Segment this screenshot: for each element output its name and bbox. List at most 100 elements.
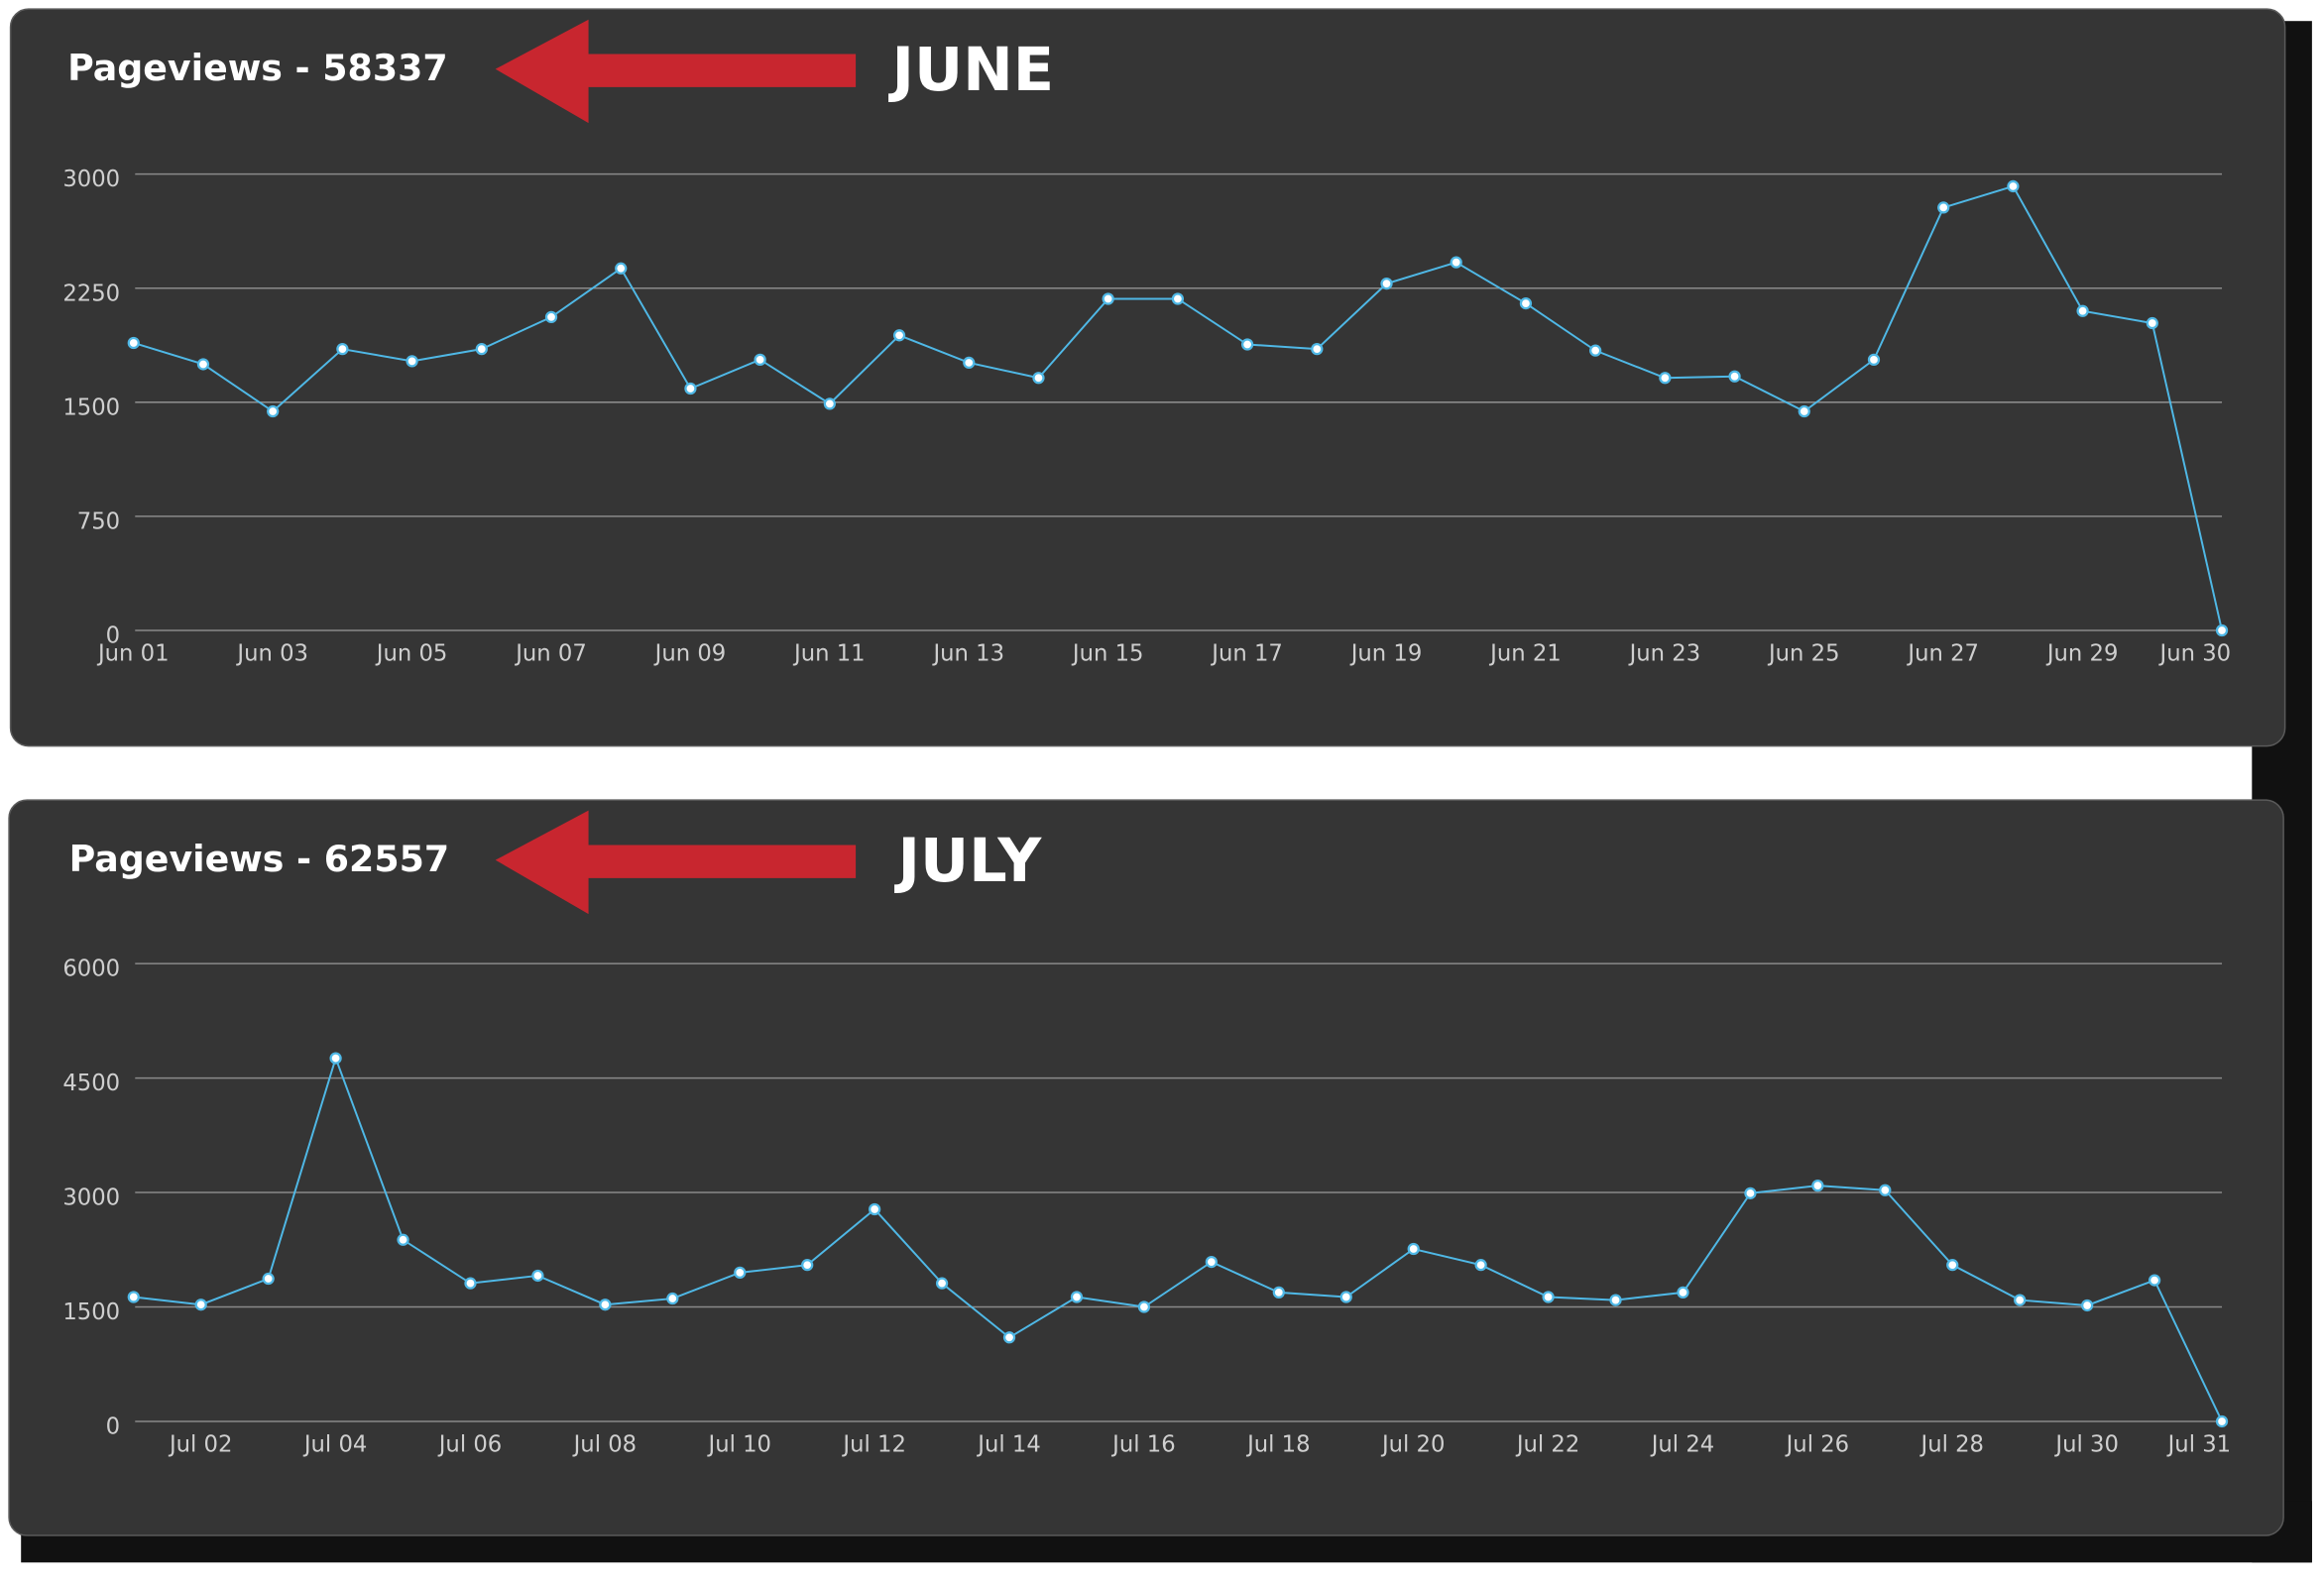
x-tick-label: Jun 17	[1210, 641, 1283, 667]
panel	[8, 799, 2284, 1536]
x-tick-label: Jul 24	[1650, 1432, 1715, 1458]
y-tick-label: 750	[77, 508, 120, 534]
x-tick-label: Jul 14	[976, 1432, 1041, 1458]
x-tick-label: Jul 10	[707, 1432, 772, 1458]
data-point	[464, 1277, 477, 1290]
x-tick-label: Jun 05	[375, 641, 448, 667]
data-point	[1879, 1184, 1892, 1196]
data-point	[127, 336, 140, 350]
x-tick-label: Jul 22	[1515, 1432, 1579, 1458]
data-point	[1171, 292, 1185, 305]
x-tick-label: Jul 28	[1919, 1432, 1985, 1458]
data-point	[1798, 404, 1810, 418]
data-point	[406, 355, 418, 368]
y-tick-label: 1500	[62, 1300, 120, 1325]
data-point	[1946, 1259, 1959, 1272]
data-point	[1589, 344, 1602, 357]
data-point	[1542, 1291, 1555, 1303]
chart-title: Pageviews - 62557	[69, 838, 450, 880]
data-point	[2076, 304, 2089, 317]
y-tick-label: 6000	[62, 957, 120, 982]
x-tick-label: Jul 26	[1785, 1432, 1850, 1458]
data-point	[666, 1292, 679, 1305]
x-tick-label: Jun 30	[2158, 641, 2232, 667]
data-point	[1867, 353, 1881, 366]
data-point	[267, 404, 280, 418]
data-point	[1450, 256, 1462, 269]
y-tick-label: 1500	[62, 395, 120, 420]
x-tick-label: Jul 30	[2053, 1432, 2119, 1458]
data-point	[1137, 1300, 1151, 1313]
data-point	[1407, 1242, 1420, 1256]
data-point	[2081, 1299, 2094, 1312]
data-point	[734, 1266, 747, 1280]
data-point	[1744, 1186, 1757, 1199]
y-tick-label: 0	[106, 1414, 120, 1440]
data-point	[2215, 623, 2229, 637]
data-point	[1032, 372, 1045, 385]
data-point	[1677, 1286, 1689, 1300]
data-point	[1609, 1294, 1622, 1306]
data-point	[329, 1052, 342, 1065]
y-tick-label: 2250	[62, 281, 120, 306]
data-point	[1002, 1331, 1016, 1344]
data-point	[1380, 278, 1393, 290]
x-tick-label: Jun 19	[1349, 641, 1423, 667]
series-line	[133, 1055, 2223, 1422]
x-tick-label: Jul 16	[1110, 1432, 1176, 1458]
data-point	[196, 358, 210, 371]
y-tick-label: 0	[106, 623, 120, 649]
x-tick-label: Jun 13	[931, 641, 1004, 667]
data-point	[2146, 316, 2158, 330]
x-tick-label: Jun 09	[653, 641, 727, 667]
x-tick-label: Jul 04	[302, 1432, 368, 1458]
data-point	[1474, 1259, 1487, 1272]
data-point	[963, 356, 976, 370]
data-point	[262, 1272, 275, 1286]
x-tick-label: Jun 15	[1071, 641, 1144, 667]
x-tick-label: Jun 21	[1488, 641, 1562, 667]
x-tick-label: Jul 02	[168, 1432, 233, 1458]
panel	[9, 8, 2286, 747]
x-tick-label: Jun 25	[1767, 641, 1840, 667]
data-point	[1811, 1179, 1824, 1192]
data-point	[684, 382, 697, 396]
x-tick-label: Jun 23	[1628, 641, 1701, 667]
x-tick-label: Jul 08	[572, 1432, 638, 1458]
data-point	[1937, 201, 1950, 214]
chart-title: Pageviews - 58337	[67, 47, 448, 89]
x-tick-label: Jul 06	[437, 1432, 503, 1458]
annotation: JULY	[893, 827, 1042, 896]
x-tick-label: Jul 31	[2166, 1432, 2232, 1458]
data-point	[1240, 338, 1254, 351]
data-point	[1102, 292, 1114, 305]
x-tick-label: Jun 01	[96, 641, 170, 667]
data-point	[892, 329, 906, 342]
data-point	[1205, 1255, 1219, 1269]
data-point	[127, 1291, 140, 1303]
x-tick-label: Jun 29	[2045, 641, 2119, 667]
y-tick-label: 3000	[62, 1186, 120, 1211]
data-point	[615, 262, 628, 275]
data-point	[194, 1299, 207, 1311]
data-point	[869, 1202, 881, 1216]
data-point	[1272, 1286, 1285, 1300]
x-tick-label: Jun 07	[514, 641, 587, 667]
data-point	[1070, 1291, 1084, 1303]
data-point	[2007, 179, 2020, 193]
data-point	[823, 397, 836, 410]
data-point	[599, 1299, 612, 1311]
data-point	[397, 1233, 409, 1246]
data-point	[801, 1259, 814, 1272]
x-tick-label: Jul 20	[1380, 1432, 1446, 1458]
data-point	[2215, 1414, 2229, 1428]
x-tick-label: Jun 03	[235, 641, 308, 667]
data-point	[2148, 1274, 2161, 1287]
arrow	[495, 19, 857, 124]
y-tick-label: 3000	[62, 167, 120, 192]
data-point	[475, 342, 488, 356]
data-point	[1728, 370, 1741, 383]
arrow	[495, 810, 857, 915]
data-point	[531, 1269, 544, 1283]
